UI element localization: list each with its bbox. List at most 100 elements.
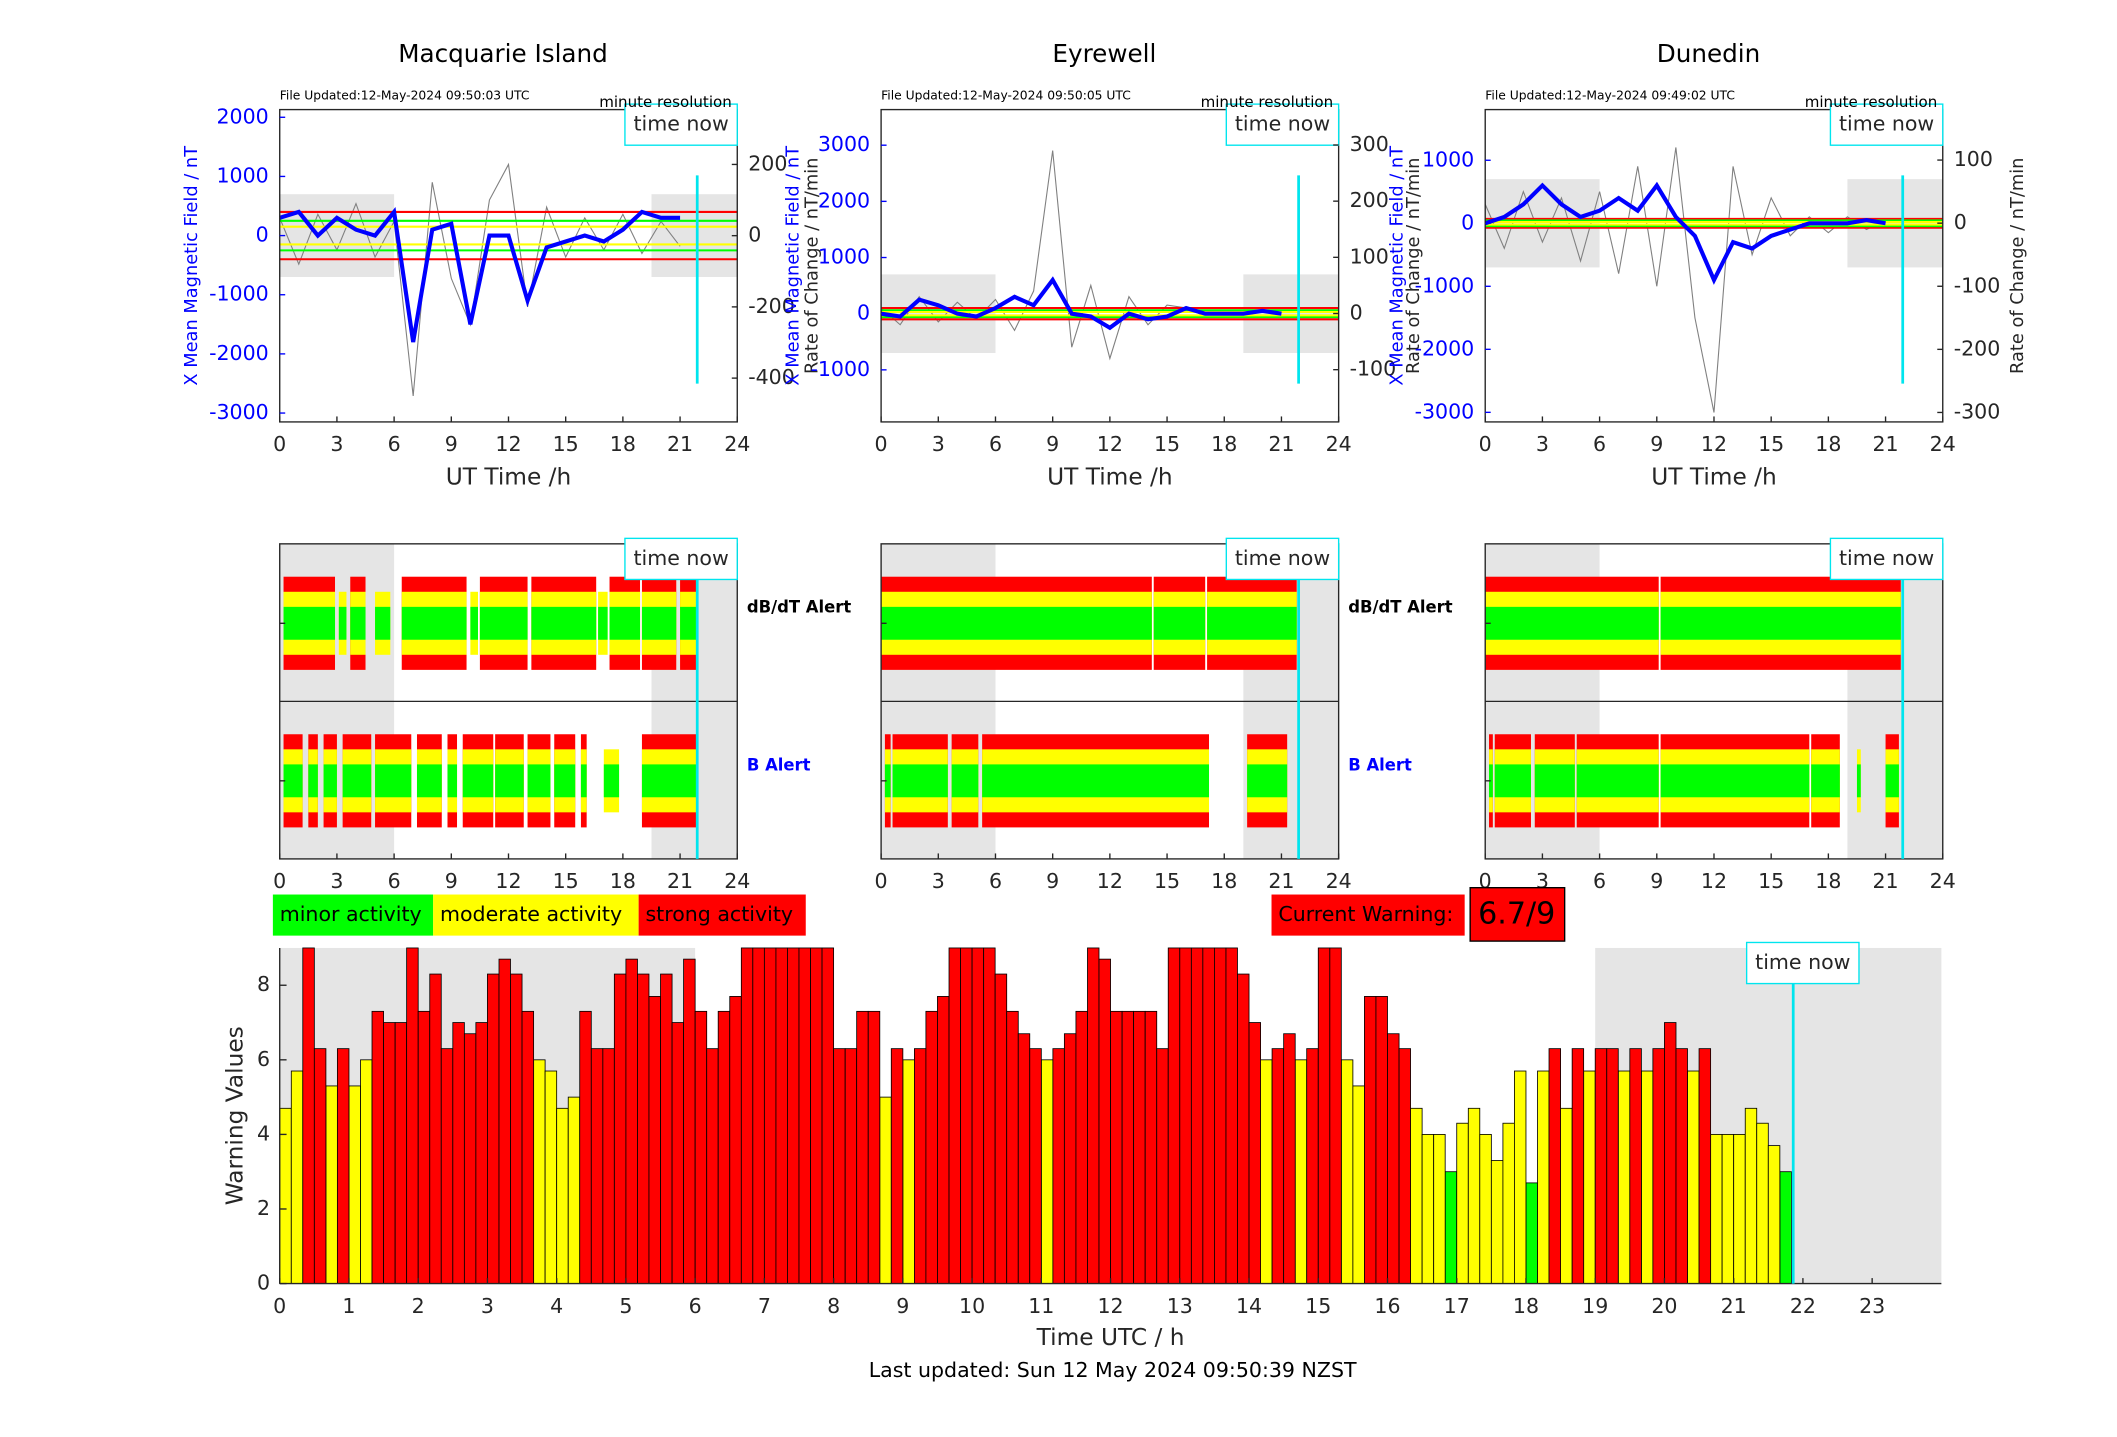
x-tick-label: 24: [724, 869, 750, 893]
bar: [579, 1010, 592, 1284]
x-tick-label: 24: [724, 432, 750, 456]
bar: [1502, 1122, 1515, 1284]
x-tick-label: 18: [1211, 869, 1237, 893]
alert-band: [1489, 764, 1493, 798]
bar: [348, 1085, 361, 1284]
alert-band: [531, 606, 597, 640]
x-tick-label: 18: [1815, 869, 1841, 893]
bar: [1560, 1107, 1573, 1284]
alert-band: [308, 764, 318, 798]
x-tick-label: 12: [1097, 869, 1123, 893]
bar: [879, 1096, 892, 1284]
footer: Last updated: Sun 12 May 2024 09:50:39 N…: [869, 1358, 1357, 1382]
alert-band: [1660, 764, 1810, 798]
x-tick-label: 19: [1582, 1294, 1608, 1318]
y-tick-label: 1000: [217, 163, 269, 187]
x-tick-label: 0: [875, 432, 888, 456]
time-now-label: time now: [1839, 112, 1934, 136]
x-tick-label: 9: [1046, 869, 1059, 893]
bar: [487, 973, 500, 1284]
alert-band: [1485, 606, 1659, 640]
y-tick-label: 3000: [818, 132, 870, 156]
bar: [1375, 996, 1388, 1284]
x-tick-label: 6: [989, 869, 1002, 893]
bar: [1260, 1059, 1273, 1284]
bar: [637, 973, 650, 1284]
bar: [1467, 1107, 1481, 1284]
shade: [881, 274, 996, 354]
x-tick-label: 9: [445, 432, 458, 456]
x-tick-label: 15: [1305, 1294, 1331, 1318]
alert-band: [338, 606, 347, 640]
bar: [798, 947, 811, 1284]
x-tick-label: 12: [495, 869, 521, 893]
alert-band: [283, 764, 303, 798]
bar: [960, 947, 973, 1284]
x-tick-label: 3: [330, 869, 343, 893]
alert-label: dB/dT Alert: [1348, 598, 1453, 617]
x-tick-label: 3: [1536, 432, 1549, 456]
bar: [740, 947, 754, 1284]
bar: [1421, 1133, 1435, 1284]
bar: [1121, 1010, 1135, 1284]
panel-title: Macquarie Island: [398, 39, 608, 68]
alert-band: [527, 764, 551, 798]
x-tick-label: 9: [445, 869, 458, 893]
x-tick-label: 15: [553, 869, 579, 893]
bar: [1640, 1070, 1654, 1284]
x-tick-label: 12: [1701, 432, 1727, 456]
bar: [1225, 947, 1238, 1284]
bar: [475, 1022, 488, 1284]
bar: [856, 1010, 869, 1284]
shade: [1243, 274, 1339, 354]
x-tick-label: 4: [550, 1294, 563, 1318]
series-line: [279, 206, 681, 343]
bar: [971, 947, 985, 1284]
bar: [1364, 996, 1377, 1284]
legend-swatch: [272, 894, 434, 936]
bar: [1017, 1033, 1031, 1284]
x-tick-label: 16: [1374, 1294, 1400, 1318]
bar: [510, 973, 523, 1284]
alert-band: [1811, 764, 1840, 798]
bar: [302, 947, 315, 1284]
time-now-label: time now: [633, 112, 728, 136]
x-tick-label: 7: [758, 1294, 771, 1318]
warning-box: [1271, 894, 1465, 936]
x-tick-label: 5: [619, 1294, 632, 1318]
bar: [406, 947, 419, 1284]
bar: [1190, 947, 1204, 1284]
bar: [717, 1010, 731, 1284]
alert-band: [641, 764, 698, 798]
x-tick-label: 6: [1593, 432, 1606, 456]
bar: [833, 1048, 846, 1284]
x-tick-label: 9: [1650, 432, 1663, 456]
y2-axis-label: Rate of Change / nT/min: [1403, 158, 1424, 374]
y-tick-label: 0: [256, 223, 269, 247]
bar: [1029, 1048, 1042, 1284]
alert-band: [680, 606, 698, 640]
x-tick-label: 21: [1872, 432, 1898, 456]
x-tick-label: 8: [827, 1294, 840, 1318]
resolution: minute resolution: [599, 93, 732, 111]
bar: [371, 1010, 384, 1284]
alert-band: [598, 606, 608, 640]
y-tick-label: 1000: [818, 245, 870, 269]
bar: [360, 1059, 373, 1284]
bar: [1087, 947, 1100, 1284]
bar: [1237, 973, 1250, 1284]
x-tick-label: 21: [1872, 869, 1898, 893]
y-tick-label: 0: [857, 301, 870, 325]
bar: [567, 1096, 581, 1284]
y2-tick-label: -300: [1954, 399, 2001, 423]
plot-area: [881, 109, 1339, 422]
x-tick-label: 24: [1326, 869, 1352, 893]
bar: [1329, 947, 1342, 1284]
y2-tick-label: 0: [1350, 301, 1363, 325]
x-tick-label: 21: [667, 432, 693, 456]
time-now-label: time now: [1839, 546, 1934, 570]
y-tick-label: -1000: [810, 357, 870, 381]
y2-tick-label: -200: [748, 294, 795, 318]
warning-label: Current Warning:: [1278, 902, 1453, 926]
x-tick-label: 15: [553, 432, 579, 456]
